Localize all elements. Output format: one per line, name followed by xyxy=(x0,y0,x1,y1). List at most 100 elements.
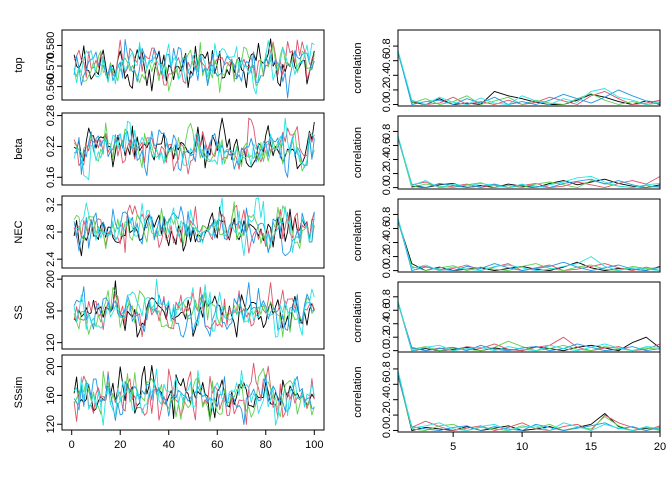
y-tick-label: 0.6 xyxy=(381,221,393,236)
y-tick-label: 0.6 xyxy=(381,303,393,318)
y-tick-label: 0.4 xyxy=(381,152,393,167)
acf-series-line xyxy=(397,138,661,189)
y-axis-label: correlation xyxy=(352,366,364,417)
y-tick-label: 0.2 xyxy=(381,407,393,422)
y-axis-label: SS xyxy=(13,305,25,320)
acf-series-line xyxy=(397,221,661,272)
trace-series-line xyxy=(73,42,315,93)
y-tick-label: 0.28 xyxy=(45,105,57,126)
trace-series-line xyxy=(73,278,315,338)
x-tick-label: 20 xyxy=(654,441,666,453)
y-axis-label: NEC xyxy=(13,220,25,243)
y-tick-label: 0.560 xyxy=(45,73,57,101)
y-axis-label: correlation xyxy=(352,42,364,93)
x-tick-label: 0 xyxy=(69,439,75,451)
trace-series-line xyxy=(73,368,315,426)
trace-series-line xyxy=(73,282,315,338)
x-tick-label: 40 xyxy=(163,439,175,451)
y-tick-label: 3.2 xyxy=(45,197,57,212)
y-tick-label: 0.4 xyxy=(381,68,393,83)
acf-series-line xyxy=(397,135,661,189)
acf-series-line xyxy=(397,217,661,272)
y-tick-label: 0.8 xyxy=(381,361,393,376)
acf-series-line xyxy=(397,374,661,431)
y-tick-label: 120 xyxy=(45,415,57,433)
y-axis-label: correlation xyxy=(352,127,364,178)
y-tick-label: 200 xyxy=(45,270,57,288)
x-tick-label: 80 xyxy=(260,439,272,451)
plot-frame xyxy=(397,115,661,190)
x-tick-label: 60 xyxy=(211,439,223,451)
acf-series-line xyxy=(397,302,661,352)
acf-series-line xyxy=(397,53,661,105)
trace-series-line xyxy=(73,201,315,251)
y-axis-label: correlation xyxy=(352,291,364,342)
trace-series-line xyxy=(73,129,315,178)
y-tick-label: 0.2 xyxy=(381,330,393,345)
acf-series-line xyxy=(397,137,661,189)
plot-frame xyxy=(61,29,325,101)
acf-series-line xyxy=(397,136,661,189)
trace-series-line xyxy=(73,40,315,95)
plot-frame xyxy=(397,281,661,353)
plot-frame xyxy=(61,112,325,186)
trace-series-line xyxy=(73,117,315,181)
acf-series-line xyxy=(397,303,661,352)
x-tick-label: 5 xyxy=(450,441,456,453)
y-tick-label: 160 xyxy=(45,386,57,404)
y-tick-label: 0.580 xyxy=(45,32,57,60)
x-tick-label: 15 xyxy=(585,441,597,453)
plot-frame xyxy=(61,354,325,431)
acf-series-line xyxy=(397,300,661,352)
y-tick-label: 0.0 xyxy=(381,423,393,438)
y-tick-label: 0.2 xyxy=(381,249,393,264)
y-tick-label: 0.0 xyxy=(381,180,393,195)
y-tick-label: 0.2 xyxy=(381,82,393,97)
y-tick-label: 0.2 xyxy=(381,166,393,181)
acf-series-line xyxy=(397,302,661,352)
y-tick-label: 0.6 xyxy=(381,377,393,392)
acf-series-line xyxy=(397,51,661,105)
plot-frame xyxy=(397,198,661,273)
y-tick-label: 120 xyxy=(45,333,57,351)
acf-series-line xyxy=(397,220,661,272)
acf-series-line xyxy=(397,51,661,105)
y-tick-label: 0.8 xyxy=(381,38,393,53)
y-tick-label: 160 xyxy=(45,302,57,320)
acf-series-line xyxy=(397,219,661,272)
acf-series-line xyxy=(397,302,661,352)
y-tick-label: 0.4 xyxy=(381,392,393,407)
acf-series-line xyxy=(397,50,661,105)
plot-frame xyxy=(61,275,325,350)
acf-series-line xyxy=(397,370,661,431)
y-tick-label: 0.4 xyxy=(381,235,393,250)
plot-frame xyxy=(397,29,661,107)
plot-frame xyxy=(397,351,661,433)
y-tick-label: 0.22 xyxy=(45,136,57,157)
y-tick-label: 0.8 xyxy=(381,207,393,222)
y-tick-label: 0.0 xyxy=(381,97,393,112)
y-axis-label: SSsim xyxy=(13,377,25,409)
acf-series-line xyxy=(397,376,661,431)
trace-series-line xyxy=(73,367,315,422)
acf-series-line xyxy=(397,374,661,431)
y-tick-label: 2.8 xyxy=(45,224,57,239)
trace-series-line xyxy=(73,204,315,254)
y-tick-label: 0.6 xyxy=(381,53,393,68)
x-tick-label: 20 xyxy=(114,439,126,451)
acf-series-line xyxy=(397,136,661,189)
y-tick-label: 200 xyxy=(45,357,57,375)
y-tick-label: 0.4 xyxy=(381,316,393,331)
trace-series-line xyxy=(73,205,315,257)
trace-series-line xyxy=(73,206,315,257)
x-tick-label: 100 xyxy=(305,439,323,451)
y-tick-label: 0.16 xyxy=(45,167,57,188)
y-tick-label: 2.4 xyxy=(45,252,57,267)
y-tick-label: 0.8 xyxy=(381,124,393,139)
y-tick-label: 0.0 xyxy=(381,343,393,358)
acf-series-line xyxy=(397,52,661,105)
trace-series-line xyxy=(73,197,315,257)
x-tick-label: 10 xyxy=(516,441,528,453)
trace-series-line xyxy=(73,38,315,92)
